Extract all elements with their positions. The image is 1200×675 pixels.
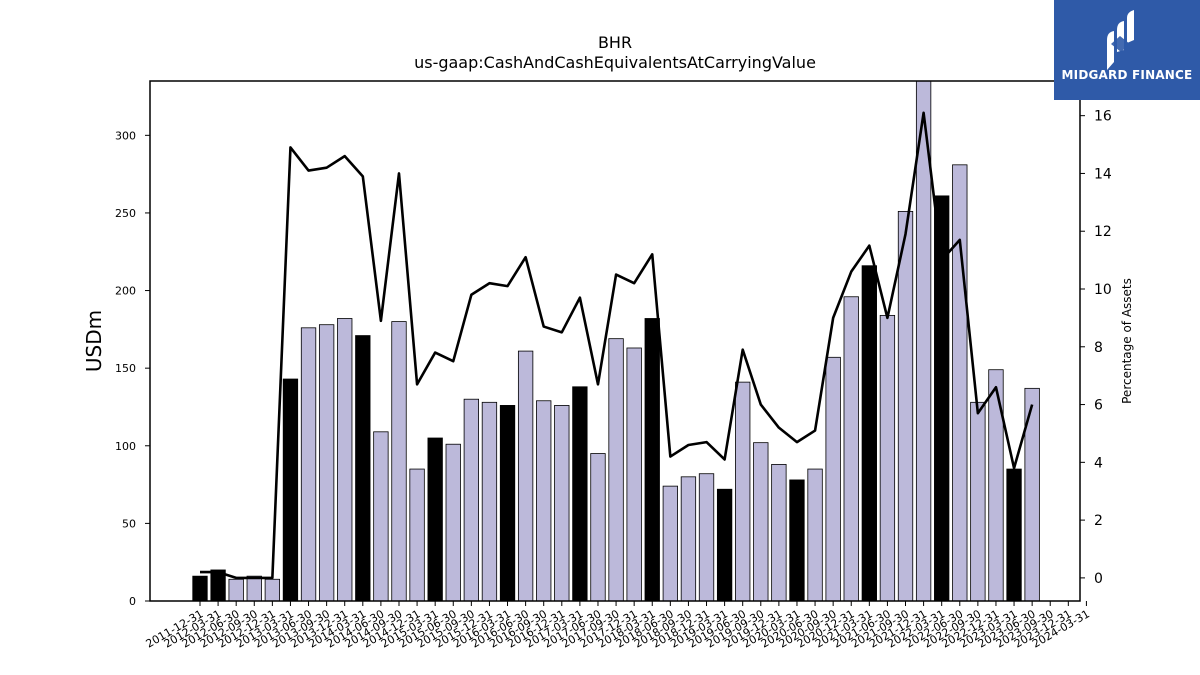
plot-area-frame <box>149 80 1081 602</box>
bar <box>228 578 244 602</box>
y-tick-label: 250 <box>115 207 136 220</box>
y2-tick-label: 12 <box>1094 224 1112 240</box>
y2-tick-label: 8 <box>1094 340 1103 356</box>
bar <box>192 575 208 602</box>
y-tick-label: 300 <box>115 129 136 142</box>
y-tick-label: 200 <box>115 285 136 298</box>
y-tick-label: 0 <box>129 595 136 608</box>
bar <box>952 164 968 602</box>
bar <box>861 265 877 602</box>
x-axis: 2011-12-312012-03-312012-06-302012-09-30… <box>144 601 1092 651</box>
bar <box>680 476 697 602</box>
right-axis: 0 2 4 6 8 10 12 14 16 <box>1080 109 1112 587</box>
bar <box>517 350 534 602</box>
bar <box>608 338 624 602</box>
bar <box>825 356 841 602</box>
bar <box>554 405 570 602</box>
y-tick-label: 50 <box>122 517 136 530</box>
bar <box>897 210 914 602</box>
midgard-finance-logo: MIDGARD FINANCE <box>1054 0 1200 100</box>
bar <box>753 442 769 602</box>
bar <box>246 575 262 602</box>
chart-subtitle: us-gaap:CashAndCashEquivalentsAtCarrying… <box>414 53 816 72</box>
bar <box>536 400 552 602</box>
bar <box>1006 468 1022 602</box>
bar <box>318 324 335 602</box>
bar <box>662 485 678 602</box>
y2-tick-label: 0 <box>1094 571 1103 587</box>
y-tick-label: 100 <box>115 440 136 453</box>
bar <box>427 437 443 602</box>
midgard-logo-icon <box>1107 10 1134 70</box>
bar <box>789 479 805 602</box>
bar <box>282 378 299 602</box>
y2-tick-label: 4 <box>1094 455 1103 471</box>
y2-tick-label: 6 <box>1094 398 1103 414</box>
bar <box>735 381 751 602</box>
percentage-line <box>200 111 1034 580</box>
y2-tick-label: 10 <box>1094 282 1112 298</box>
bar <box>391 321 407 602</box>
y-axis-label: USDm <box>82 310 106 372</box>
bar <box>698 473 715 602</box>
bar <box>572 386 588 602</box>
y2-tick-label: 2 <box>1094 513 1103 529</box>
bar <box>843 296 859 602</box>
y2-tick-label: 16 <box>1094 109 1112 125</box>
bar <box>481 401 498 602</box>
bar <box>626 347 642 602</box>
bar <box>445 443 461 602</box>
y2-tick-label: 14 <box>1094 166 1112 182</box>
bar <box>264 578 281 602</box>
bar <box>590 453 606 602</box>
line-group <box>200 111 1034 580</box>
bar <box>463 398 480 602</box>
bar <box>337 318 353 602</box>
bar <box>716 488 733 602</box>
bar <box>644 318 660 602</box>
left-axis: 0 50 100 150 200 250 300 <box>115 129 150 608</box>
logo-text: MIDGARD FINANCE <box>1061 68 1193 82</box>
bar <box>355 335 371 602</box>
bar-group <box>192 80 1040 602</box>
y-tick-label: 150 <box>115 362 136 375</box>
bar <box>409 468 425 602</box>
bar <box>373 431 389 602</box>
bar <box>771 463 787 602</box>
y2-axis-label: Percentage of Assets <box>1120 278 1134 404</box>
bar <box>970 401 986 602</box>
bar <box>879 314 896 602</box>
bar <box>807 468 823 602</box>
bar <box>499 405 516 602</box>
chart-title: BHR <box>597 33 633 52</box>
bar <box>300 327 317 602</box>
